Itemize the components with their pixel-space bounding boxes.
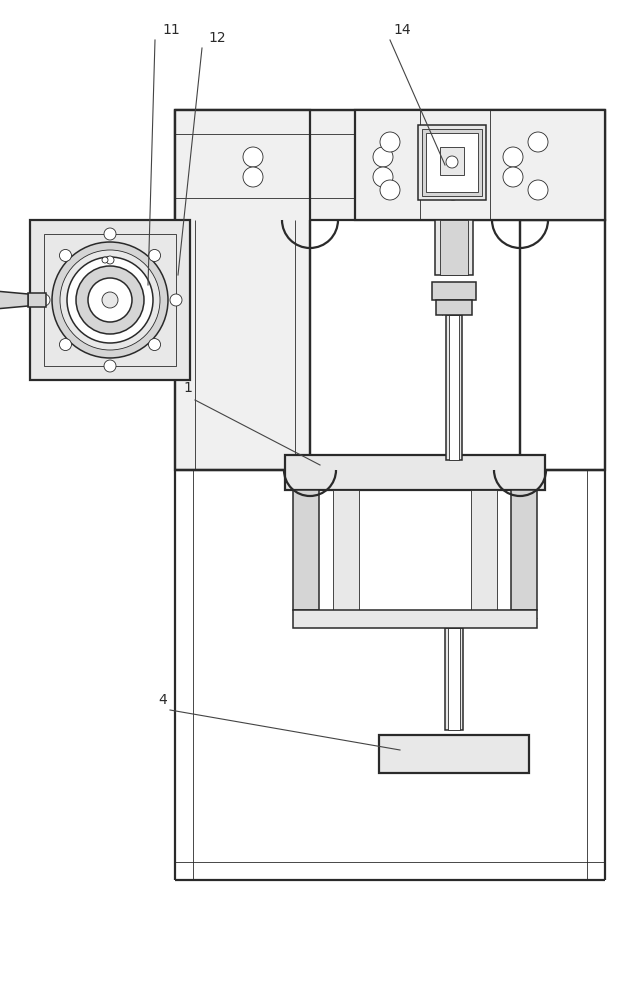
Circle shape — [88, 278, 132, 322]
Bar — [30, 220, 190, 380]
Bar — [418, 125, 486, 200]
Circle shape — [102, 257, 108, 263]
Bar — [436, 300, 472, 315]
Polygon shape — [0, 291, 28, 309]
Circle shape — [373, 147, 393, 167]
Circle shape — [60, 339, 72, 351]
Text: 4: 4 — [158, 693, 167, 707]
Bar — [448, 628, 460, 730]
Bar — [355, 110, 605, 220]
Bar — [379, 735, 529, 773]
Bar — [449, 315, 459, 460]
Circle shape — [170, 294, 182, 306]
Bar — [28, 293, 46, 307]
Circle shape — [446, 156, 458, 168]
Bar — [175, 110, 605, 220]
Bar — [511, 490, 537, 610]
Bar — [435, 220, 473, 275]
Circle shape — [503, 167, 523, 187]
Text: 12: 12 — [208, 31, 225, 45]
Circle shape — [102, 292, 118, 308]
Circle shape — [243, 167, 263, 187]
Bar — [432, 282, 476, 300]
Text: 1: 1 — [183, 381, 192, 395]
Circle shape — [503, 147, 523, 167]
Circle shape — [104, 228, 116, 240]
Bar — [293, 490, 319, 610]
Circle shape — [443, 132, 463, 152]
Text: 11: 11 — [162, 23, 180, 37]
Circle shape — [149, 339, 161, 351]
Circle shape — [67, 257, 153, 343]
Circle shape — [52, 242, 168, 358]
Circle shape — [373, 167, 393, 187]
Bar — [333, 490, 359, 610]
Circle shape — [104, 360, 116, 372]
Bar — [293, 610, 537, 628]
Bar — [175, 110, 310, 470]
Circle shape — [380, 180, 400, 200]
Bar — [440, 147, 464, 175]
Circle shape — [38, 294, 50, 306]
Bar — [446, 315, 462, 460]
Circle shape — [380, 132, 400, 152]
Circle shape — [243, 147, 263, 167]
Bar — [445, 628, 463, 730]
Circle shape — [528, 132, 548, 152]
Bar — [520, 220, 605, 470]
Text: 14: 14 — [393, 23, 411, 37]
Circle shape — [443, 180, 463, 200]
Circle shape — [76, 266, 144, 334]
Bar — [440, 220, 468, 275]
Bar — [471, 490, 497, 610]
Circle shape — [528, 180, 548, 200]
Circle shape — [106, 256, 114, 264]
Bar — [44, 234, 176, 366]
Circle shape — [60, 250, 160, 350]
Circle shape — [149, 249, 161, 261]
Bar — [422, 129, 482, 196]
Bar — [285, 455, 545, 490]
Bar — [426, 133, 478, 192]
Circle shape — [60, 249, 72, 261]
